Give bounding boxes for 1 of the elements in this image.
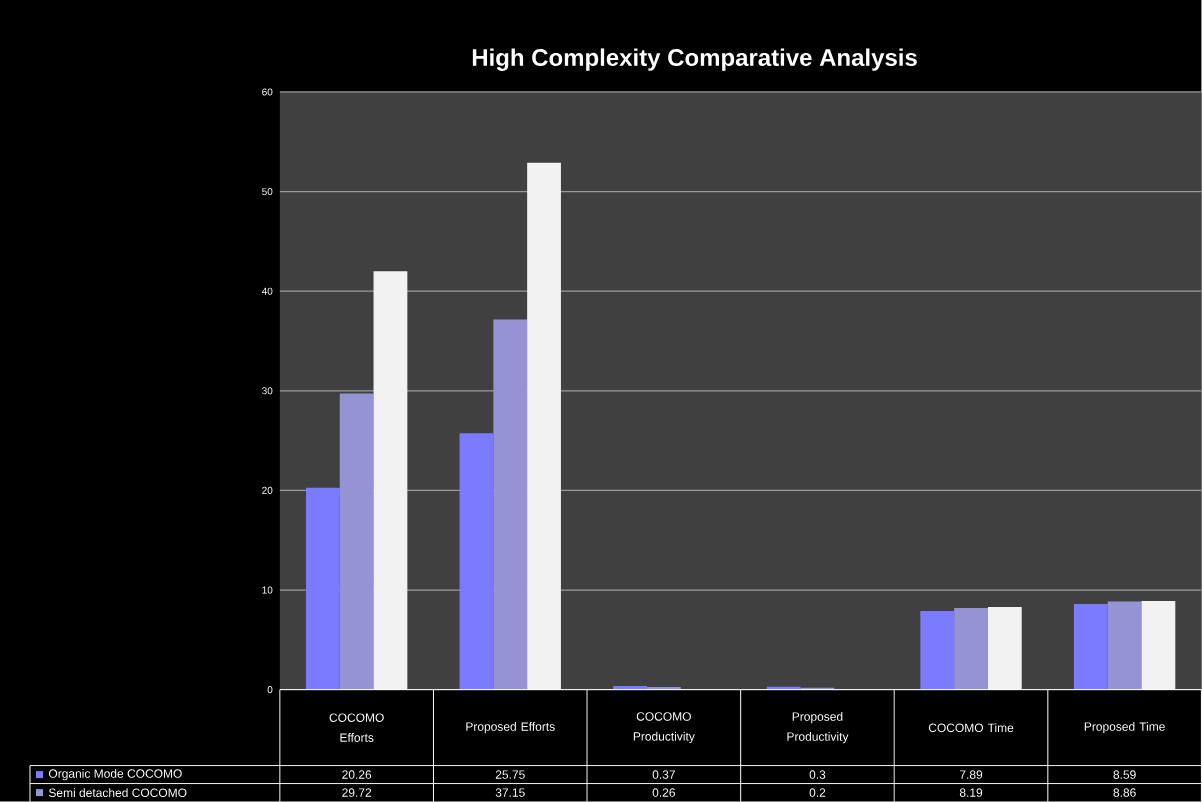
chart-title: High Complexity Comparative Analysis [472, 48, 917, 71]
